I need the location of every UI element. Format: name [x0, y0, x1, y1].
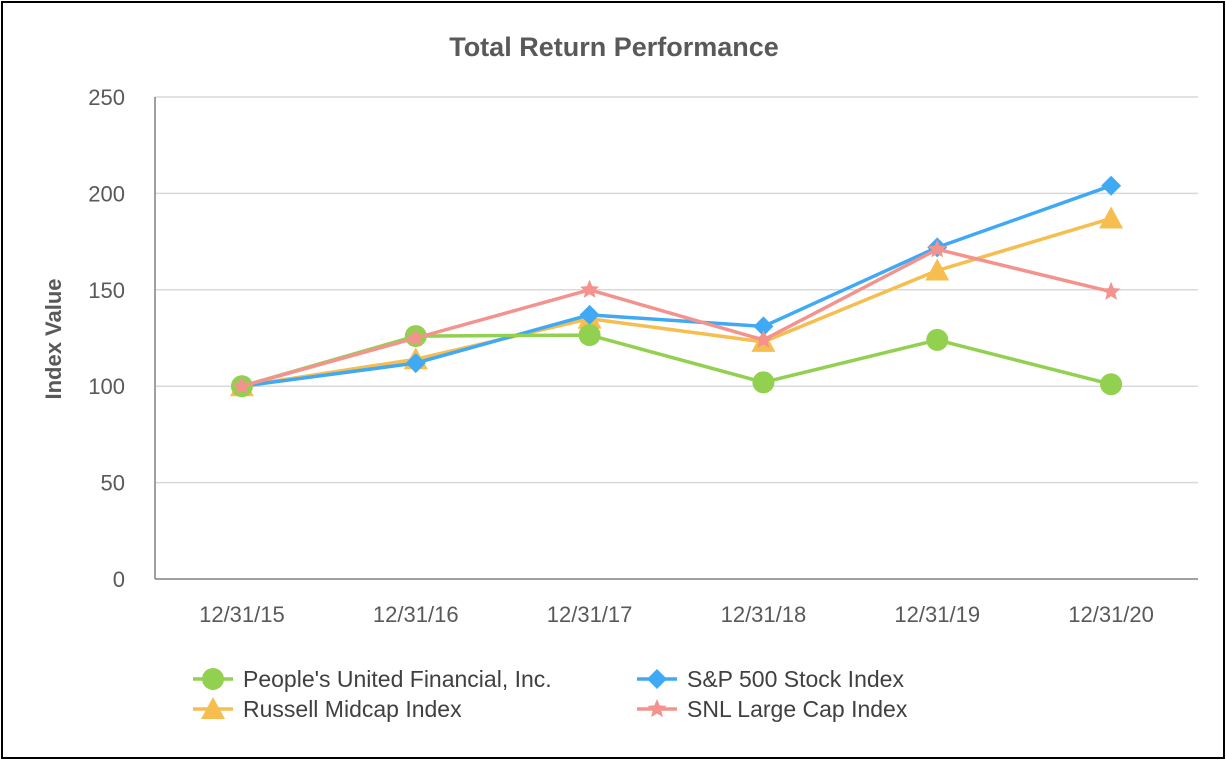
x-tick-label: 12/31/19: [894, 602, 980, 627]
x-tick-label: 12/31/18: [721, 602, 807, 627]
data-point: [580, 279, 600, 298]
data-point: [578, 324, 601, 347]
x-tick-label: 12/31/20: [1068, 602, 1154, 627]
series-2: [229, 206, 1124, 397]
legend: People's United Financial, Inc. S&P 500 S…: [193, 666, 908, 722]
data-point: [1099, 206, 1124, 229]
y-tick-label: 150: [88, 278, 125, 303]
data-point: [927, 239, 947, 258]
line-chart: Total Return Performance Index Value 0 50…: [41, 32, 1198, 722]
x-tick-labels: 12/31/15 12/31/16 12/31/17 12/31/18 12/31/19…: [199, 602, 1154, 627]
legend-label: People's United Financial, Inc.: [243, 666, 552, 692]
data-point: [406, 328, 426, 347]
x-tick-label: 12/31/16: [373, 602, 459, 627]
y-tick-label: 0: [113, 567, 125, 592]
series-line: [241, 216, 1112, 388]
y-axis-label: Index Value: [41, 278, 66, 399]
data-point: [405, 353, 426, 374]
legend-entry: S&P 500 Stock Index: [637, 666, 904, 692]
data-point: [1101, 281, 1121, 300]
series-3: [232, 239, 1121, 395]
data-point: [1101, 175, 1122, 196]
series: [229, 175, 1124, 398]
series-line: [241, 184, 1112, 388]
legend-label: Russell Midcap Index: [243, 696, 462, 722]
legend-marker: [201, 697, 225, 719]
data-point: [753, 329, 773, 349]
series-line: [241, 247, 1112, 388]
y-tick-label: 100: [88, 374, 125, 399]
data-point: [925, 258, 950, 281]
legend-label: S&P 500 Stock Index: [687, 666, 904, 692]
data-point: [579, 304, 600, 325]
y-tick-label: 200: [88, 181, 125, 206]
data-point: [753, 316, 774, 337]
legend-marker: [202, 668, 224, 690]
data-point: [232, 376, 252, 395]
gridlines: [155, 96, 1198, 484]
y-tick-label: 250: [88, 85, 125, 110]
legend-entry: SNL Large Cap Index: [637, 696, 908, 722]
legend-marker: [647, 669, 667, 689]
legend-label: SNL Large Cap Index: [687, 696, 908, 722]
y-tick-labels: 0 50 100 150 200 250: [88, 85, 125, 592]
series-1: [231, 175, 1122, 397]
chart-title: Total Return Performance: [449, 32, 779, 62]
axes: [154, 97, 1198, 580]
x-tick-label: 12/31/17: [547, 602, 633, 627]
legend-marker: [647, 699, 667, 718]
data-point: [752, 371, 775, 394]
x-tick-label: 12/31/15: [199, 602, 285, 627]
y-tick-label: 50: [101, 471, 125, 496]
data-point: [926, 328, 949, 351]
legend-entry: Russell Midcap Index: [193, 696, 462, 722]
legend-entry: People's United Financial, Inc.: [193, 666, 552, 692]
data-point: [1100, 373, 1123, 396]
series-line: [241, 333, 1112, 388]
